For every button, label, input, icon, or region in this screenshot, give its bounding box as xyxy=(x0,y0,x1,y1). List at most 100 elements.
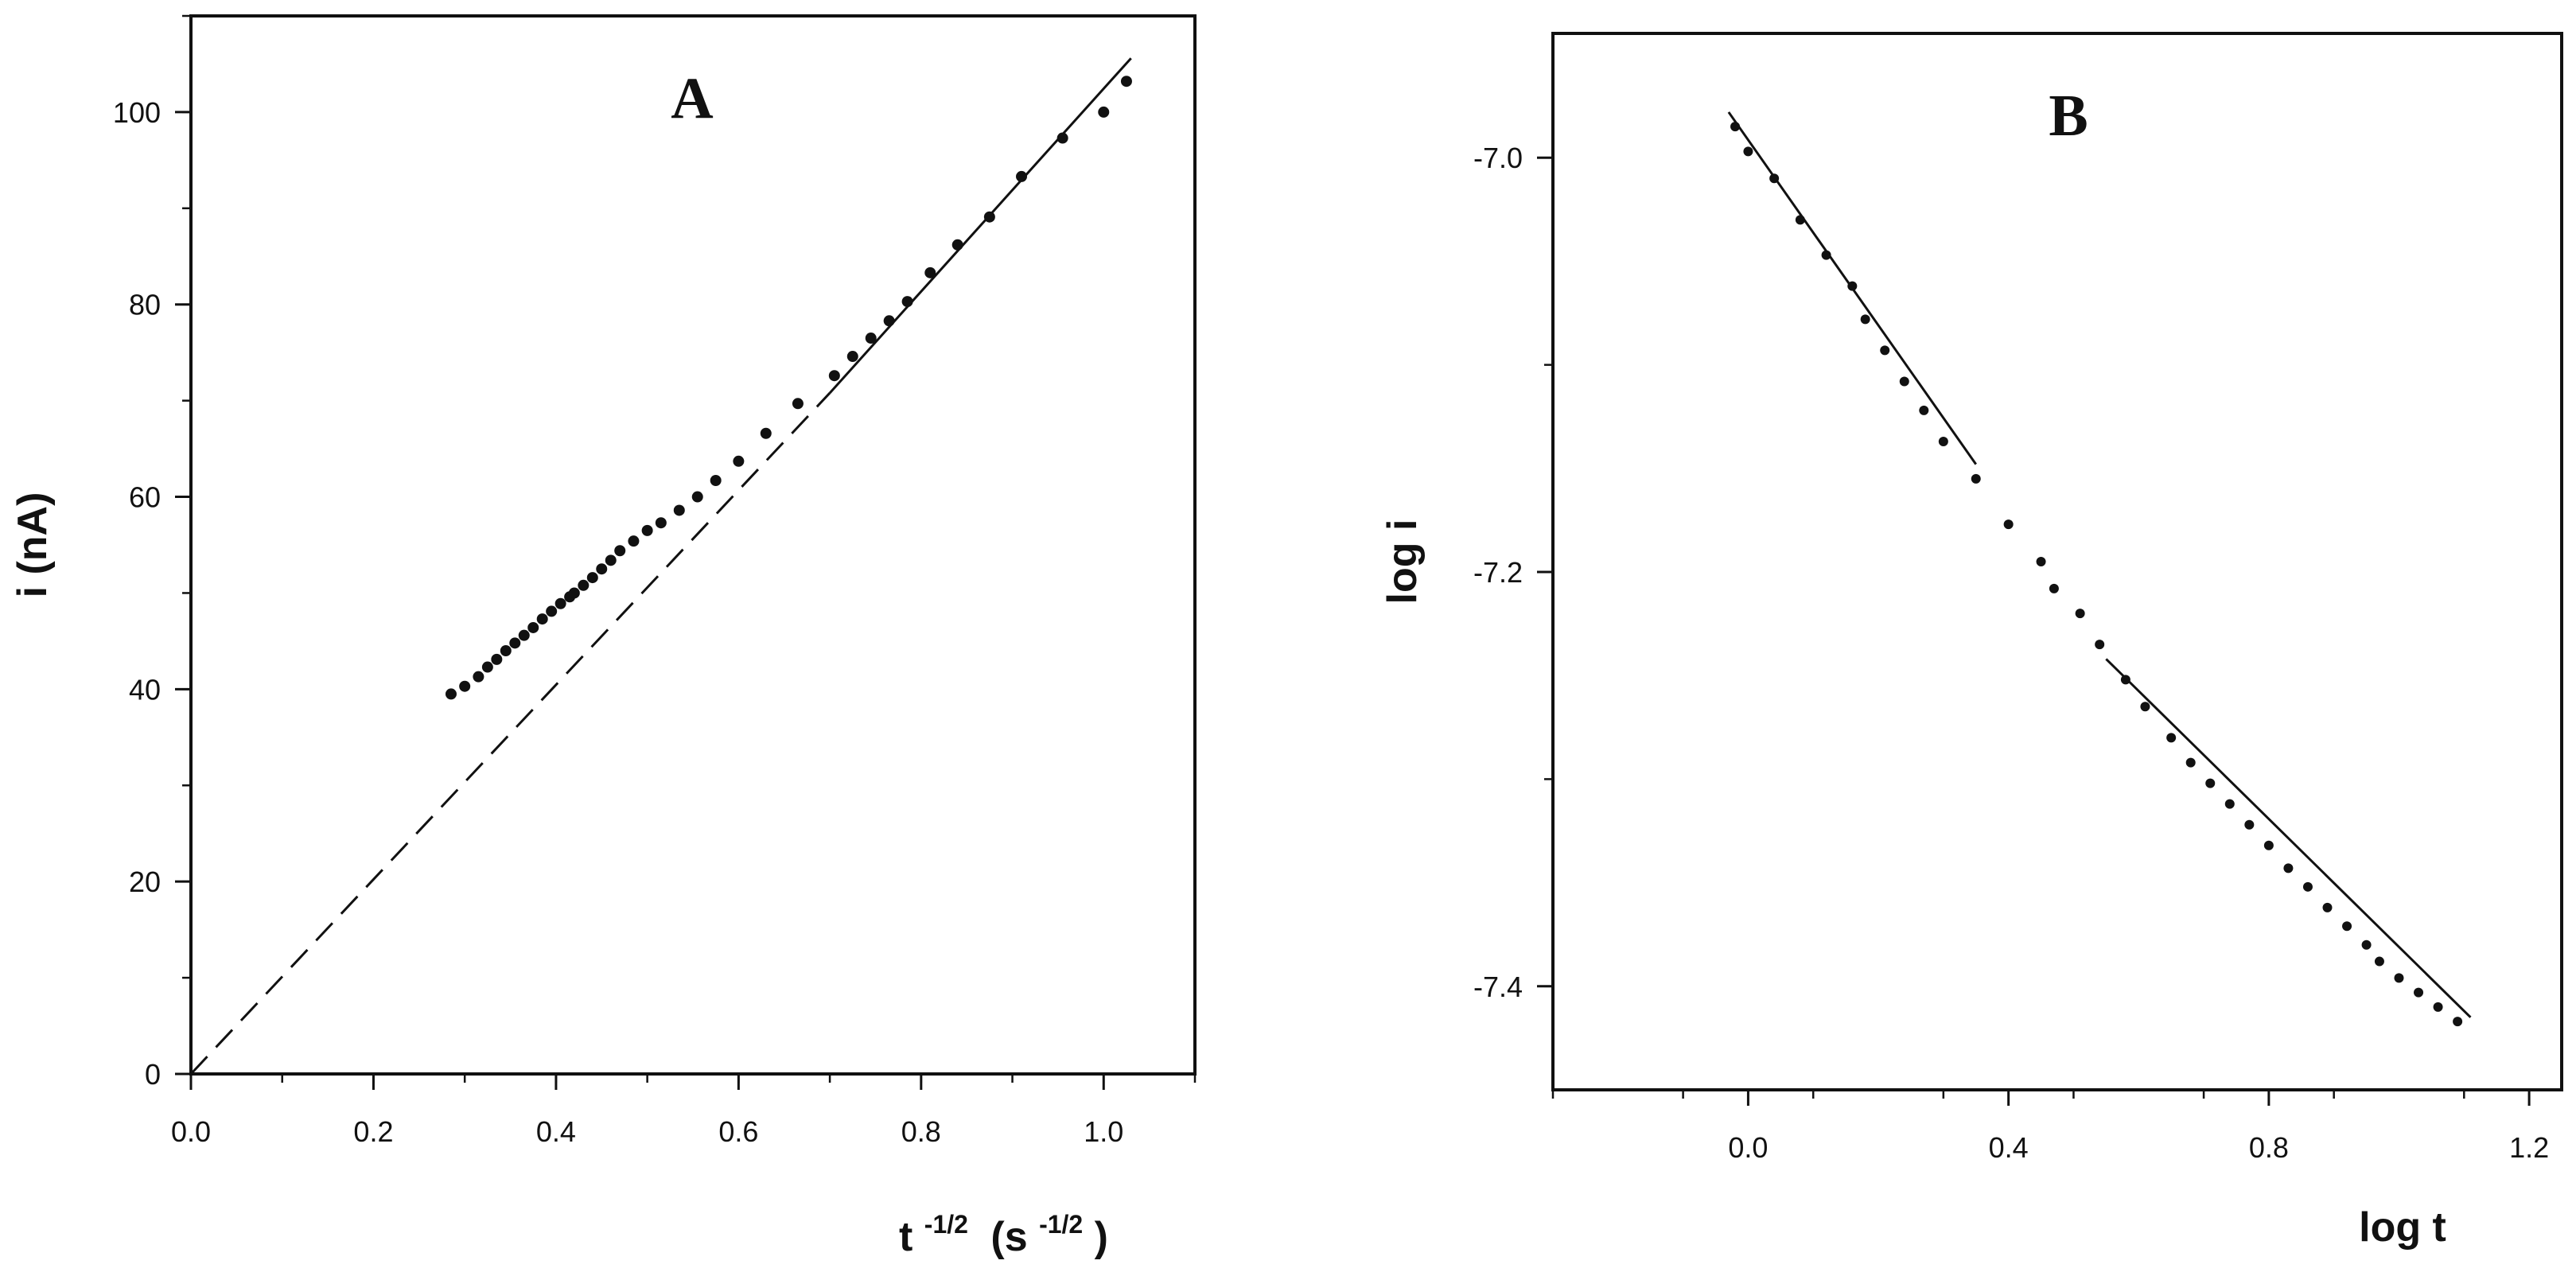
b-data-point xyxy=(2263,840,2274,850)
b-data-point xyxy=(2120,675,2130,685)
panel-a-label: A xyxy=(671,66,713,131)
a-x-tick-label: 0.0 xyxy=(171,1115,211,1148)
b-data-point xyxy=(2361,939,2372,950)
a-data-point xyxy=(901,296,913,308)
b-data-point xyxy=(1971,473,1981,484)
panel-b-plot-frame xyxy=(1551,32,2563,1091)
a-data-point xyxy=(655,517,667,529)
a-data-point xyxy=(628,535,640,547)
a-data-point xyxy=(491,653,503,665)
b-data-point xyxy=(2003,519,2014,530)
a-data-point xyxy=(846,351,858,363)
b-data-point xyxy=(2075,609,2085,619)
b-x-tick-label: 0.4 xyxy=(1989,1131,2029,1164)
a-x-tick-label: 0.4 xyxy=(536,1115,576,1148)
panel-b: 0.0 0.4 0.8 1.2 -7.0 -7.2 -7.4 B log i log t xyxy=(1379,32,2563,1251)
panel-b-fit-lines xyxy=(1727,111,2472,1018)
a-data-point xyxy=(578,579,590,591)
a-data-point xyxy=(527,621,539,633)
a-data-point xyxy=(546,605,558,617)
b-data-point xyxy=(2374,956,2384,967)
b-data-point xyxy=(2433,1002,2443,1012)
a-data-point xyxy=(481,661,493,673)
b-y-tick-label: -7.4 xyxy=(1473,971,1523,1003)
a-data-point xyxy=(673,504,685,516)
b-x-tick-label: 1.2 xyxy=(2509,1131,2549,1164)
a-data-point xyxy=(518,629,530,641)
b-data-point xyxy=(1860,314,1870,325)
a-data-point xyxy=(596,563,608,575)
a-y-tick-label: 100 xyxy=(113,96,161,129)
b-data-point xyxy=(2224,799,2235,809)
panel-b-data-points xyxy=(1730,122,2463,1027)
panel-a-x-axis-label-units-sup: -1/2 xyxy=(1039,1210,1083,1239)
a-data-point xyxy=(509,637,521,649)
a-fit-line xyxy=(828,57,1132,394)
b-data-point xyxy=(1919,405,1929,415)
a-data-point xyxy=(500,645,512,656)
a-data-point xyxy=(733,455,745,467)
a-data-point xyxy=(641,524,653,536)
panel-a-y-ticks: 0 20 40 60 80 100 xyxy=(113,14,191,1091)
panel-b-x-axis-label: log t xyxy=(2359,1204,2446,1251)
a-data-point xyxy=(459,680,471,692)
b-data-point xyxy=(2244,819,2255,830)
panel-a-x-axis-label-sup: -1/2 xyxy=(924,1210,968,1239)
panel-b-y-axis-label: log i xyxy=(1379,519,1426,605)
panel-a-x-axis-label-close: ) xyxy=(1095,1214,1108,1260)
b-x-tick-label: 0.8 xyxy=(2249,1131,2289,1164)
b-data-point xyxy=(2322,902,2333,912)
b-data-point xyxy=(2036,557,2046,566)
a-data-point xyxy=(1120,76,1132,88)
b-data-point xyxy=(2185,757,2196,768)
b-data-point xyxy=(2095,640,2105,650)
b-data-point xyxy=(2414,987,2424,998)
a-data-point xyxy=(865,333,877,344)
a-data-point xyxy=(605,554,617,566)
panel-a-y-axis-label: i (nA) xyxy=(10,492,56,598)
panel-a-data-points xyxy=(445,76,1132,700)
b-data-point xyxy=(1938,436,1948,446)
a-data-point xyxy=(951,239,963,251)
a-data-point xyxy=(883,315,895,327)
b-y-tick-label: -7.0 xyxy=(1473,142,1523,174)
a-y-tick-label: 60 xyxy=(129,481,161,514)
a-x-tick-label: 0.2 xyxy=(353,1115,393,1148)
b-data-point xyxy=(1821,250,1831,260)
panel-a-x-axis-label-var: t xyxy=(899,1214,912,1260)
a-data-point xyxy=(536,613,548,625)
a-x-tick-label: 0.6 xyxy=(718,1115,758,1148)
a-data-point xyxy=(473,671,484,683)
panel-a: 0.0 0.2 0.4 0.6 0.8 1.0 0 20 40 60 80 100 A i (nA)… xyxy=(10,14,1197,1260)
panel-a-plot-frame xyxy=(189,14,1197,1076)
b-data-point xyxy=(2166,733,2177,743)
b-data-point xyxy=(1899,376,1909,387)
panel-a-x-ticks: 0.0 0.2 0.4 0.6 0.8 1.0 xyxy=(171,1074,1197,1148)
b-fit-line xyxy=(2105,658,2472,1018)
b-data-point xyxy=(1743,146,1753,157)
a-data-point xyxy=(983,211,995,223)
a-y-tick-label: 20 xyxy=(129,866,161,898)
b-data-point xyxy=(2453,1017,2463,1027)
a-data-point xyxy=(710,474,722,486)
b-data-point xyxy=(2205,778,2216,788)
a-data-point xyxy=(828,370,840,382)
b-data-point xyxy=(2302,881,2313,892)
panel-b-label: B xyxy=(2049,84,2088,149)
panel-a-x-axis-label: t -1/2 (s -1/2 ) xyxy=(899,1196,1108,1260)
a-x-tick-label: 0.8 xyxy=(901,1115,941,1148)
a-x-tick-label: 1.0 xyxy=(1084,1115,1123,1148)
a-extrapolation-line xyxy=(189,391,831,1076)
panel-a-fit-lines xyxy=(189,57,1132,1076)
a-y-tick-label: 0 xyxy=(145,1058,161,1091)
a-data-point xyxy=(614,545,626,557)
b-data-point xyxy=(2283,863,2294,873)
b-data-point xyxy=(1730,122,1741,132)
b-data-point xyxy=(1847,281,1858,291)
a-data-point xyxy=(586,572,598,584)
a-data-point xyxy=(691,491,703,503)
a-data-point xyxy=(760,427,772,439)
b-data-point xyxy=(2394,973,2404,983)
b-data-point xyxy=(2049,583,2059,593)
a-y-tick-label: 80 xyxy=(129,289,161,321)
